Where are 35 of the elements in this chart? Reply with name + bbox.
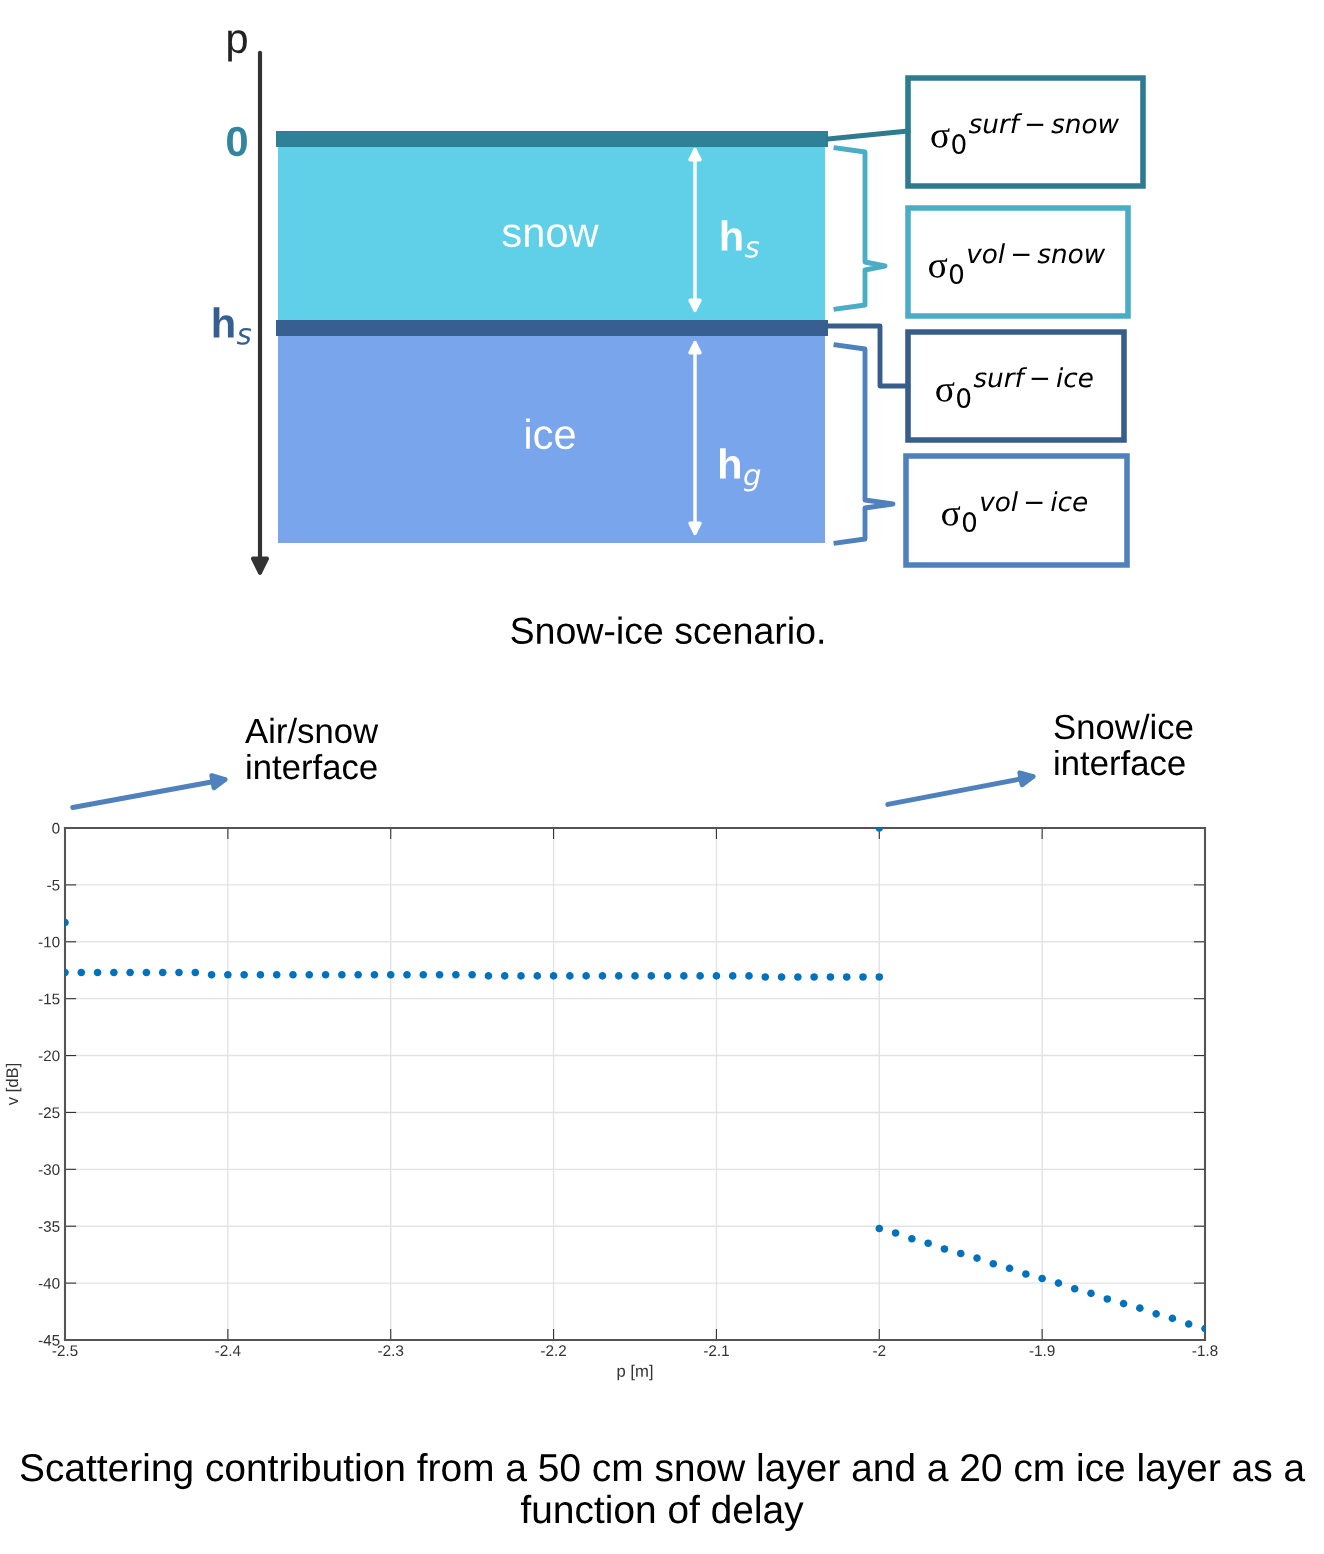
text: ice: [526, 418, 575, 450]
text: snow: [502, 224, 599, 248]
x-tick-label: -2.1: [703, 1345, 729, 1356]
y-tick-label: -5: [47, 879, 60, 891]
text: Snow-ice scenario.: [511, 616, 823, 645]
y-tick-label: -20: [38, 1050, 60, 1062]
y-axis-title: v [dB]: [5, 1063, 22, 1106]
x-tick-label: -1.9: [1029, 1345, 1055, 1357]
y-tick-label: -10: [38, 936, 60, 948]
text: h$_{s}$: [721, 220, 760, 258]
text: σ$_{0}$$^{vol−snow}$: [928, 243, 1106, 284]
text: σ$_{0}$$^{surf−snow}$: [931, 113, 1120, 154]
text: Air/snow interface: [245, 717, 379, 780]
y-tick-label: -40: [38, 1277, 60, 1289]
text: h$_{g}$: [719, 448, 761, 492]
x-tick-label: -2.4: [215, 1345, 241, 1356]
y-tick-label: -15: [38, 993, 60, 1005]
x-tick-label: -2.5: [52, 1345, 78, 1357]
y-tick-label: -35: [38, 1221, 60, 1232]
text: 0: [227, 126, 247, 157]
y-tick-label: -25: [38, 1107, 60, 1119]
x-tick-label: -1.8: [1192, 1345, 1218, 1357]
x-tick-label: -2: [873, 1345, 886, 1356]
y-tick-label: -30: [38, 1164, 60, 1176]
text: p: [228, 30, 247, 62]
y-tick-label: -45: [38, 1335, 60, 1346]
text: σ$_{0}$$^{vol−ice}$: [941, 491, 1088, 532]
y-tick-label: 0: [52, 822, 60, 834]
x-tick-label: -2.3: [378, 1345, 404, 1357]
text: h$_{s}$: [213, 307, 252, 345]
x-axis-title: p [m]: [617, 1364, 653, 1381]
text: Snow/ice interface: [1054, 713, 1193, 776]
x-tick-label: -2.2: [541, 1345, 566, 1356]
text: σ$_{0}$$^{surf−ice}$: [936, 367, 1093, 408]
text: Scattering contribution from a 50 cm snow layer and a 20 cm ice layer as a function of delay: [20, 1452, 1306, 1532]
